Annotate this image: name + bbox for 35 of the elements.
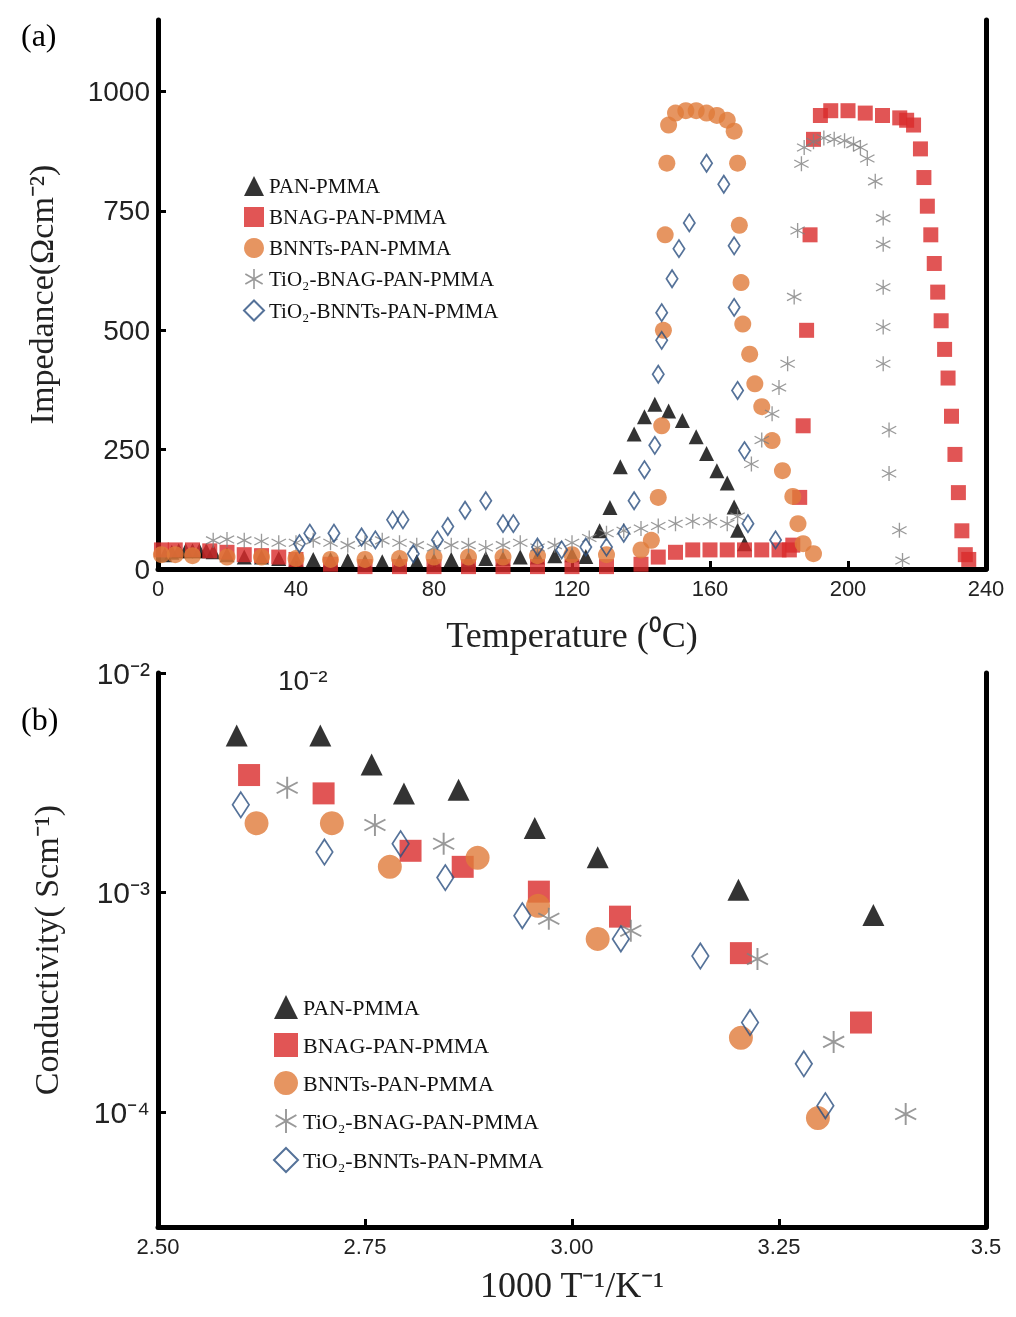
y-tick-label: 1000 [87,76,150,108]
x-tick-label: 80 [421,575,447,601]
y-tick-label: 750 [103,195,150,227]
x-tick-label: 3.00 [550,1233,594,1259]
y-tick-label: 250 [103,434,150,466]
x-tick-label: 240 [967,575,1005,601]
legend-label: BNNTs-PAN-PMMA [303,1070,494,1096]
chart-title: (a) [21,17,57,53]
x-tick-label: 200 [829,575,867,601]
legend-label: TiO₂-BNAG-PAN-PMMA [303,1108,539,1134]
text: (b) [21,701,59,737]
legend-label: BNAG-PAN-PMMA [269,205,448,229]
legend-label: TiO₂-BNNTs-PAN-PMMA [269,298,500,323]
legend-label: PAN-PMMA [269,174,382,198]
y-tick-label: 10⁻⁴ [93,1095,150,1129]
y-tick-label: 10⁻³ [96,876,151,910]
x-axis-title: 1000 T⁻¹/K⁻¹ [480,1265,664,1305]
x-tick-label: 3.5 [970,1233,1002,1259]
x-tick-label: 2.50 [136,1233,180,1259]
x-tick-label: 160 [691,575,729,601]
x-axis-title: Temperature (⁰C) [446,615,698,655]
y-tick-label: 500 [103,314,150,346]
x-tick-label: 120 [553,575,591,601]
y-axis-title: Impedance(Ωcm⁻²) [22,164,61,425]
legend-label: TiO₂-BNNTs-PAN-PMMA [303,1147,544,1173]
x-tick-label: 3.25 [757,1233,801,1259]
legend-label: BNAG-PAN-PMMA [303,1032,490,1058]
y-tick-label: 10⁻² [96,656,151,690]
y-axis-title: Conductivity( Scm⁻¹) [27,804,66,1096]
x-tick-label: 2.75 [343,1233,387,1259]
annotation: 10⁻² [278,664,328,696]
legend-label: TiO₂-BNAG-PAN-PMMA [269,267,495,291]
legend-label: PAN-PMMA [303,994,420,1020]
x-tick-label: 40 [283,575,309,601]
legend-label: BNNTs-PAN-PMMA [269,236,452,260]
